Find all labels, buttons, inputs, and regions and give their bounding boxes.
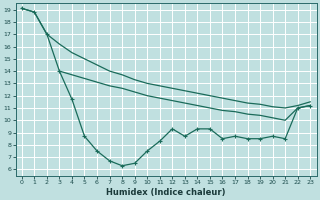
X-axis label: Humidex (Indice chaleur): Humidex (Indice chaleur) [106, 188, 226, 197]
